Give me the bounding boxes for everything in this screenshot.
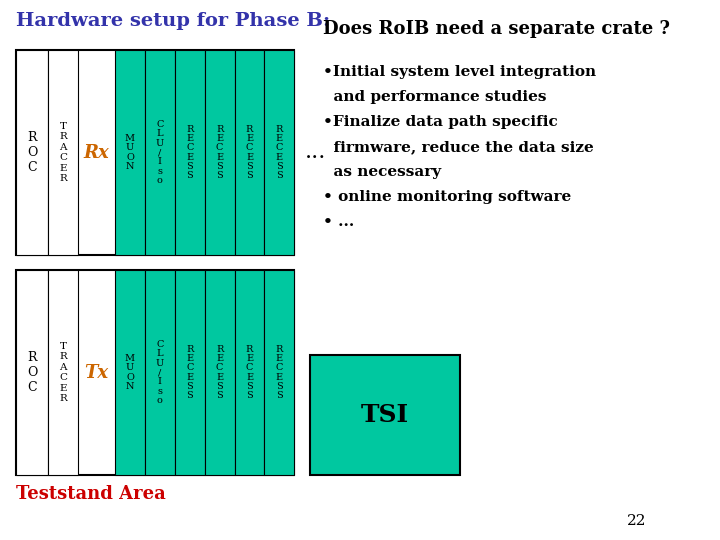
Text: R
E
C
E
S
S: R E C E S S bbox=[276, 345, 283, 400]
Bar bbox=[264, 270, 294, 475]
Bar bbox=[204, 50, 235, 255]
Text: R
E
C
E
S
S: R E C E S S bbox=[186, 125, 194, 180]
Text: R
E
C
E
S
S: R E C E S S bbox=[246, 125, 253, 180]
Text: Teststand Area: Teststand Area bbox=[17, 485, 166, 503]
Text: C
L
U
/
I
s
o: C L U / I s o bbox=[156, 340, 164, 405]
Text: and performance studies: and performance studies bbox=[323, 90, 547, 104]
Text: Rx: Rx bbox=[84, 144, 109, 161]
Bar bbox=[145, 50, 175, 255]
Text: ...: ... bbox=[305, 141, 327, 164]
Bar bbox=[17, 50, 48, 255]
Text: 22: 22 bbox=[627, 514, 647, 528]
Text: •Finalize data path specific: •Finalize data path specific bbox=[323, 115, 558, 129]
Text: R
E
C
E
S
S: R E C E S S bbox=[246, 345, 253, 400]
Text: •Initial system level integration: •Initial system level integration bbox=[323, 65, 597, 79]
Bar bbox=[145, 270, 175, 475]
Bar bbox=[175, 270, 204, 475]
Bar bbox=[235, 50, 264, 255]
Text: Does RoIB need a separate crate ?: Does RoIB need a separate crate ? bbox=[323, 20, 670, 38]
Text: M
U
O
N: M U O N bbox=[125, 134, 135, 171]
Text: as necessary: as necessary bbox=[323, 165, 441, 179]
Bar bbox=[235, 270, 264, 475]
Text: TSI: TSI bbox=[361, 403, 409, 427]
Text: firmware, reduce the data size: firmware, reduce the data size bbox=[323, 140, 594, 154]
Bar bbox=[264, 50, 294, 255]
Text: R
O
C: R O C bbox=[27, 351, 37, 394]
Text: R
E
C
E
S
S: R E C E S S bbox=[276, 125, 283, 180]
Bar bbox=[17, 270, 48, 475]
Text: R
O
C: R O C bbox=[27, 131, 37, 174]
Text: M
U
O
N: M U O N bbox=[125, 354, 135, 391]
Text: R
E
C
E
S
S: R E C E S S bbox=[216, 125, 223, 180]
Bar bbox=[48, 270, 78, 475]
Bar bbox=[204, 270, 235, 475]
Text: Tx: Tx bbox=[84, 363, 108, 381]
Text: T
R
A
C
E
R: T R A C E R bbox=[59, 342, 67, 403]
Text: Hardware setup for Phase B:: Hardware setup for Phase B: bbox=[17, 12, 330, 30]
Bar bbox=[115, 270, 145, 475]
Text: T
R
A
C
E
R: T R A C E R bbox=[59, 122, 67, 183]
Bar bbox=[48, 50, 78, 255]
Text: • ...: • ... bbox=[323, 215, 355, 229]
Bar bbox=[115, 50, 145, 255]
Text: R
E
C
E
S
S: R E C E S S bbox=[216, 345, 223, 400]
Bar bbox=[17, 270, 294, 475]
Text: R
E
C
E
S
S: R E C E S S bbox=[186, 345, 194, 400]
Text: C
L
U
/
I
s
o: C L U / I s o bbox=[156, 120, 164, 185]
Bar bbox=[17, 50, 294, 255]
Bar bbox=[175, 50, 204, 255]
Bar bbox=[310, 355, 460, 475]
Text: • online monitoring software: • online monitoring software bbox=[323, 190, 572, 204]
